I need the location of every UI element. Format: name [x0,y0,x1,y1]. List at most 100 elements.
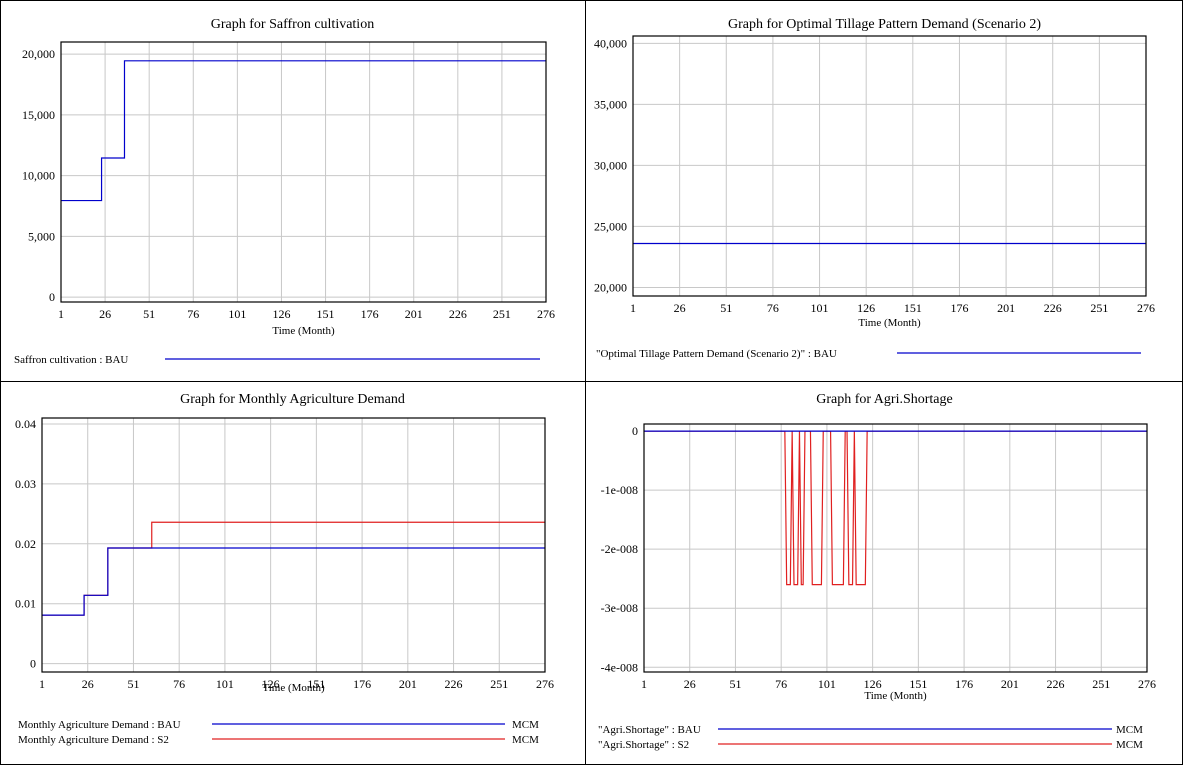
legend-unit: MCM [1116,739,1143,751]
x-axis-label: Time (Month) [262,682,325,694]
x-tick-label: 76 [187,307,199,321]
chart-title: Graph for Saffron cultivation [211,17,374,32]
x-tick-label: 1 [641,677,647,691]
x-tick-label: 51 [127,677,139,691]
x-tick-label: 26 [82,677,94,691]
series-line-0 [42,521,545,616]
y-tick-label: 20,000 [594,280,627,294]
y-tick-label: 0.01 [15,597,36,611]
panel-monthly-agri-demand: Graph for Monthly Agriculture Demand 1 26 5… [0,382,585,765]
x-tick-label: 276 [1138,677,1156,691]
x-tick-label: 226 [449,307,467,321]
x-tick-label: 276 [537,307,555,321]
y-tick-label: 0.02 [15,537,36,551]
y-tick-label: 20,000 [22,47,55,61]
x-axis-label: Time (Month) [272,325,335,337]
chart-title: Graph for Optimal Tillage Pattern Demand… [728,17,1041,32]
x-tick-label: 251 [1090,301,1108,315]
x-tick-label: 26 [674,301,686,315]
legend-label: "Agri.Shortage" : S2 [598,739,689,751]
x-tick-label: 51 [143,307,155,321]
x-tick-label: 126 [857,301,875,315]
panel-agri-shortage: Graph for Agri.Shortage 1 26 51 76 101 126 151 1… [586,382,1183,765]
y-tick-label: 0.03 [15,477,36,491]
grid-lines [41,418,546,672]
x-tick-label: 26 [684,677,696,691]
series-line-1 [42,547,545,616]
x-tick-label: 51 [729,677,741,691]
x-tick-label: 126 [864,677,882,691]
y-tick-label: 0 [30,657,36,671]
x-tick-label: 1 [39,677,45,691]
legend-label: "Agri.Shortage" : BAU [598,724,701,736]
y-tick-label: 0 [49,290,55,304]
legend-unit: MCM [512,734,539,746]
chart-optimal-tillage: Graph for Optimal Tillage Pattern Demand… [594,17,1155,360]
x-tick-label: 101 [228,307,246,321]
plot-area [632,35,1147,297]
x-tick-label: 151 [317,307,335,321]
x-tick-label: 76 [775,677,787,691]
x-tick-label: 126 [262,677,280,691]
y-tick-label: 30,000 [594,158,627,172]
x-tick-label: 76 [173,677,185,691]
legend-unit: MCM [1116,724,1143,736]
series-line-0 [61,60,546,202]
y-tick-label: 0 [632,424,638,438]
x-tick-label: 251 [1092,677,1110,691]
legend-label: "Optimal Tillage Pattern Demand (Scenari… [596,348,837,360]
x-tick-label: 201 [1001,677,1019,691]
chart-title: Graph for Monthly Agriculture Demand [180,392,405,407]
x-tick-label: 51 [720,301,732,315]
legend-label: Saffron cultivation : BAU [14,354,128,366]
y-tick-label: -1e-008 [601,483,638,497]
y-tick-label: 0.04 [15,417,36,431]
chart-title: Graph for Agri.Shortage [816,392,952,407]
x-tick-label: 176 [361,307,379,321]
y-tick-label: 5,000 [28,229,55,243]
x-tick-label: 201 [405,307,423,321]
x-tick-label: 126 [272,307,290,321]
x-axis-label: Time (Month) [864,690,927,702]
grid-lines [643,424,1148,672]
x-tick-label: 76 [767,301,779,315]
grid-lines [632,36,1147,296]
x-tick-label: 151 [909,677,927,691]
plot-area [41,417,546,673]
x-tick-label: 176 [955,677,973,691]
x-tick-label: 276 [1137,301,1155,315]
x-tick-label: 226 [1047,677,1065,691]
x-tick-label: 101 [818,677,836,691]
x-tick-label: 276 [536,677,554,691]
x-tick-label: 201 [399,677,417,691]
legend-label: Monthly Agriculture Demand : BAU [18,719,181,731]
x-tick-label: 176 [950,301,968,315]
series-line-0 [644,430,1147,586]
grid-lines [60,42,547,302]
y-tick-label: -3e-008 [601,601,638,615]
y-tick-label: 40,000 [594,36,627,50]
x-tick-label: 226 [1044,301,1062,315]
y-tick-label: -2e-008 [601,542,638,556]
x-tick-label: 151 [904,301,922,315]
y-tick-label: 25,000 [594,219,627,233]
x-tick-label: 101 [216,677,234,691]
plot-area [643,423,1148,673]
y-tick-label: 35,000 [594,97,627,111]
plot-area [60,41,547,303]
y-tick-label: 15,000 [22,108,55,122]
chart-saffron-cultivation: Graph for Saffron cultivation 1 26 51 76 101 1… [14,17,555,366]
x-tick-label: 101 [811,301,829,315]
panel-optimal-tillage: Graph for Optimal Tillage Pattern Demand… [586,0,1183,381]
panel-saffron-cultivation: Graph for Saffron cultivation 1 26 51 76 101 1… [0,0,585,381]
x-tick-label: 226 [445,677,463,691]
y-tick-label: -4e-008 [601,660,638,674]
x-tick-label: 151 [307,677,325,691]
x-axis-label: Time (Month) [858,317,921,329]
legend-label: Monthly Agriculture Demand : S2 [18,734,169,746]
legend-unit: MCM [512,719,539,731]
x-tick-label: 201 [997,301,1015,315]
x-tick-label: 26 [99,307,111,321]
